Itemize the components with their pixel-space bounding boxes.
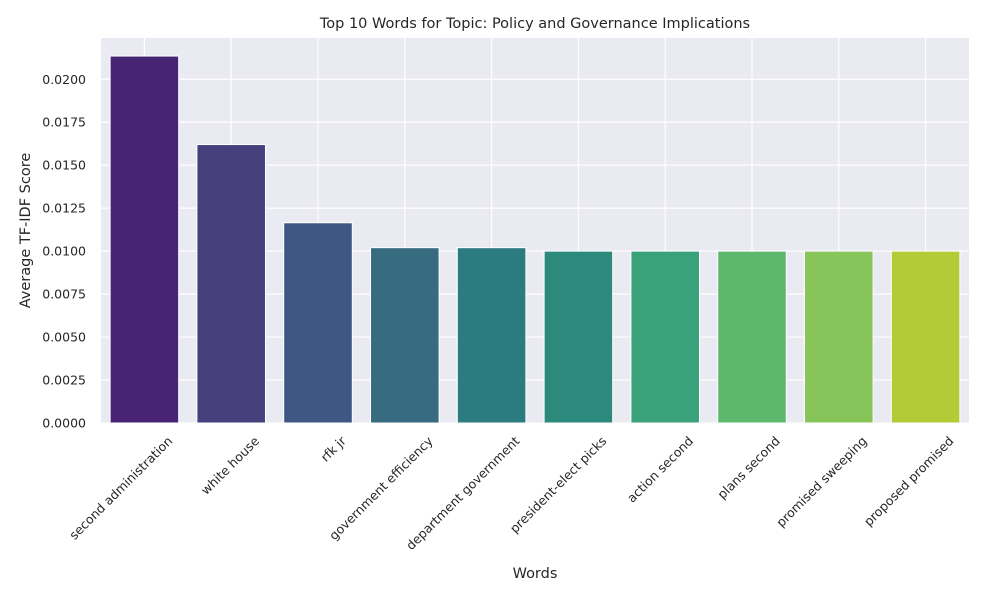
bar — [456, 247, 527, 424]
bar — [283, 222, 353, 424]
bar — [890, 250, 961, 424]
x-tick-label: action second — [624, 433, 696, 505]
x-tick-labels: second administration white house rfk jrgo… — [66, 433, 956, 553]
y-tick-label: 0.0125 — [42, 201, 86, 216]
y-tick-label: 0.0000 — [42, 416, 86, 431]
y-tick-label: 0.0175 — [42, 115, 86, 130]
y-axis-label: Average TF-IDF Score — [18, 153, 34, 309]
x-tick-label: promised sweeping — [773, 433, 870, 530]
bar — [630, 250, 700, 424]
x-tick-label: second administration — [66, 433, 175, 542]
x-tick-label: president-elect picks — [507, 433, 610, 536]
y-tick-labels: 0.0000 0.0025 0.0050 0.0075 0.0100 0.0125 0.01… — [42, 72, 86, 431]
y-tick-label: 0.0100 — [42, 244, 86, 259]
bar — [804, 250, 874, 424]
bar — [543, 250, 614, 424]
chart-title: Top 10 Words for Topic: Policy and Gover… — [319, 16, 750, 32]
y-tick-label: 0.0075 — [42, 287, 86, 302]
bar — [109, 55, 180, 424]
bar — [717, 250, 787, 424]
y-tick-label: 0.0150 — [42, 158, 86, 173]
x-axis-label: Words — [513, 566, 558, 582]
bar — [196, 144, 266, 424]
x-tick-label: proposed promised — [861, 433, 957, 529]
x-tick-label: plans second — [714, 433, 783, 502]
x-tick-label: rfk jr — [318, 433, 350, 465]
bars — [109, 55, 961, 424]
y-tick-label: 0.0050 — [42, 330, 86, 345]
y-tick-label: 0.0025 — [42, 373, 86, 388]
x-tick-label: white house — [198, 433, 262, 497]
bar — [370, 247, 440, 424]
y-tick-label: 0.0200 — [42, 72, 86, 87]
